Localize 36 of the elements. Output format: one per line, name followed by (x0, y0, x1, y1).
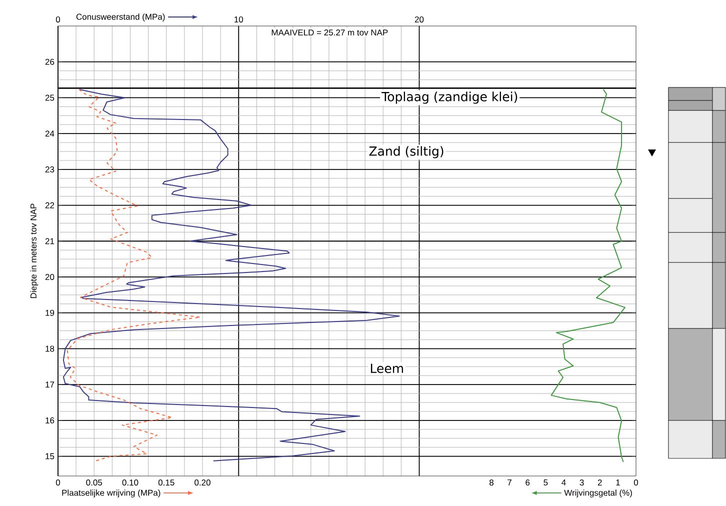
x-tick-label: 2 (598, 480, 602, 486)
annotation: Zand (siltig) (369, 146, 444, 158)
y-tick-label: 25 (45, 94, 54, 101)
x2-tick-label: 0.20 (194, 480, 210, 486)
y-tick-label: 18 (46, 346, 54, 352)
x-tick-label: 3 (580, 480, 584, 486)
x-axis-title: Wrijvingsgetal (%) (564, 490, 632, 498)
x-tick-label: 10 (234, 16, 244, 22)
y-tick-label: 17 (46, 382, 54, 388)
y-tick-label: 22 (45, 202, 54, 208)
x-tick-label: 1 (616, 480, 620, 486)
x-tick-label: 8 (490, 480, 494, 486)
y-tick-label: 19 (46, 310, 54, 316)
x2-axis-title: Plaatselijke wrijving (MPa) (62, 490, 160, 498)
x-tick-label: 6 (526, 480, 530, 486)
y-tick-label: 24 (45, 130, 54, 137)
y-tick-label: 21 (45, 238, 54, 244)
x-tick-label: 0 (634, 480, 638, 486)
x-tick-label: 7 (508, 480, 512, 486)
y-axis-title: Diepte in meters tov NAP (30, 204, 38, 298)
annotation: Toplaag (zandige klei) (382, 92, 518, 104)
x-axis-title: Conusweerstand (MPa) (76, 14, 165, 22)
y-tick-label: 16 (46, 417, 54, 424)
x-tick-label: 20 (414, 16, 424, 22)
y-tick-label: 15 (46, 453, 54, 460)
x2-tick-label: 0.05 (86, 480, 102, 486)
annotation: Leem (370, 364, 403, 374)
x-tick-label: 0 (56, 16, 60, 22)
y-tick-label: 26 (45, 58, 54, 65)
annotation: MAAIVELD = 25.27 m tov NAP (272, 30, 388, 36)
x-tick-label: 5 (544, 480, 548, 486)
x-tick-label: 4 (562, 480, 566, 486)
x2-tick-label: 0.15 (158, 480, 174, 486)
y-tick-label: 20 (45, 274, 54, 280)
x2-tick-label: 0.10 (122, 480, 138, 486)
y-tick-label: 23 (45, 166, 54, 172)
